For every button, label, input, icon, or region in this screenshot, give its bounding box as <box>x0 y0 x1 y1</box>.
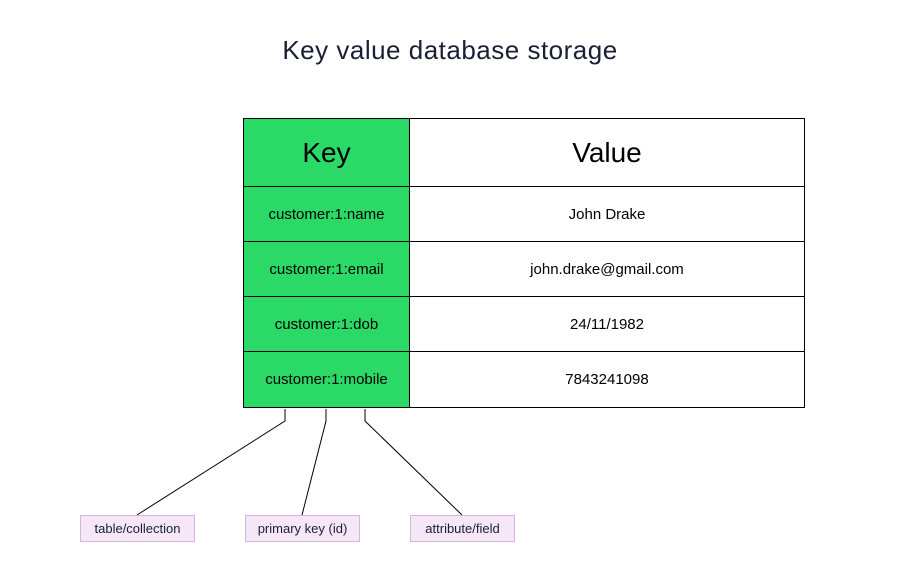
label-primary-key: primary key (id) <box>245 515 360 542</box>
table-row: customer:1:mobile 7843241098 <box>244 352 804 407</box>
table-row: customer:1:email john.drake@gmail.com <box>244 242 804 297</box>
key-cell: customer:1:mobile <box>244 352 410 407</box>
key-cell: customer:1:name <box>244 187 410 241</box>
table-row: customer:1:dob 24/11/1982 <box>244 297 804 352</box>
page-title: Key value database storage <box>0 0 900 66</box>
label-table-collection: table/collection <box>80 515 195 542</box>
label-attribute-field: attribute/field <box>410 515 515 542</box>
key-header: Key <box>244 119 410 186</box>
table-row: customer:1:name John Drake <box>244 187 804 242</box>
value-cell: 7843241098 <box>410 352 804 407</box>
value-cell: john.drake@gmail.com <box>410 242 804 296</box>
key-cell: customer:1:email <box>244 242 410 296</box>
value-cell: 24/11/1982 <box>410 297 804 351</box>
value-cell: John Drake <box>410 187 804 241</box>
table-header-row: Key Value <box>244 119 804 187</box>
kv-table: Key Value customer:1:name John Drake cus… <box>243 118 805 408</box>
key-cell: customer:1:dob <box>244 297 410 351</box>
value-header: Value <box>410 119 804 186</box>
